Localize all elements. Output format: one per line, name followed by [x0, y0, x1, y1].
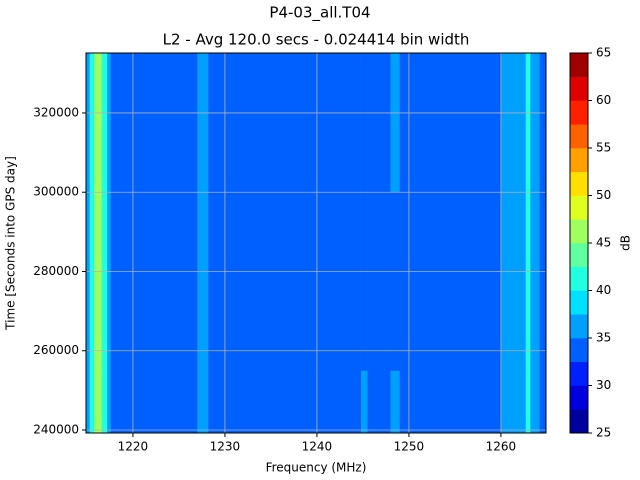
- heatmap-cell: [390, 370, 401, 434]
- heatmap-cell: [525, 192, 531, 371]
- heatmap-cell: [208, 192, 362, 371]
- heatmap-cell: [197, 53, 209, 193]
- heatmap-cell: [208, 53, 362, 193]
- heatmap-cell: [539, 53, 547, 193]
- colorbar-segment: [570, 361, 588, 386]
- heatmap-cell: [94, 53, 102, 193]
- heatmap-cell: [110, 370, 198, 434]
- heatmap-cell: [101, 53, 108, 193]
- colorbar-segment: [570, 100, 588, 125]
- heatmap-cell: [94, 370, 102, 434]
- heatmap-cell: [500, 192, 527, 371]
- colorbar-tick-label: 50: [596, 188, 611, 202]
- heatmap-cell: [530, 192, 540, 371]
- heatmap-cell: [367, 53, 391, 193]
- colorbar-tick-label: 25: [596, 426, 611, 440]
- heatmap-cell: [86, 192, 90, 371]
- heatmap-cell: [525, 370, 531, 434]
- heatmap-cell: [94, 192, 102, 371]
- y-tick-label: 300000: [33, 185, 79, 199]
- colorbar-segment: [570, 243, 588, 268]
- heatmap-cell: [500, 53, 527, 193]
- heatmap-cell: [86, 370, 90, 434]
- heatmap-cell: [539, 370, 547, 434]
- heatmap-cell: [110, 53, 198, 193]
- colorbar-segment: [570, 409, 588, 434]
- colorbar-tick-label: 40: [596, 283, 611, 297]
- colorbar-segment: [570, 148, 588, 173]
- heatmap-cell: [208, 370, 362, 434]
- colorbar-tick-label: 65: [596, 46, 611, 60]
- colorbar-tick-label: 35: [596, 331, 611, 345]
- heatmap-cell: [197, 370, 209, 434]
- x-tick-label: 1220: [118, 440, 149, 454]
- colorbar-segment: [570, 266, 588, 291]
- heatmap-cell: [530, 370, 540, 434]
- x-tick-label: 1260: [486, 440, 517, 454]
- colorbar-segment: [570, 124, 588, 149]
- heatmap-cell: [390, 192, 401, 371]
- heatmap-cell: [361, 370, 368, 434]
- x-axis-label: Frequency (MHz): [266, 461, 367, 475]
- colorbar-tick-label: 60: [596, 93, 611, 107]
- heatmap-cell: [101, 370, 108, 434]
- colorbar-segment: [570, 171, 588, 196]
- chart-subtitle: L2 - Avg 120.0 secs - 0.024414 bin width: [163, 31, 470, 49]
- heatmap-cell: [399, 370, 502, 434]
- colorbar-segment: [570, 290, 588, 315]
- heatmap-cell: [107, 370, 112, 434]
- heatmap-cell: [399, 192, 502, 371]
- heatmap-cell: [399, 53, 502, 193]
- colorbar-segment: [570, 76, 588, 101]
- heatmap-cell: [500, 370, 527, 434]
- colorbar-segment: [570, 53, 588, 78]
- colorbar-tick-label: 55: [596, 141, 611, 155]
- heatmap-cell: [539, 192, 547, 371]
- x-tick-label: 1230: [210, 440, 241, 454]
- heatmap-cell: [110, 192, 198, 371]
- heatmap-cell: [367, 370, 391, 434]
- heatmap-cell: [197, 192, 209, 371]
- plot-frame: [85, 52, 547, 434]
- y-axis-label: Time [Seconds into GPS day]: [4, 156, 18, 331]
- heatmap-cell: [107, 192, 112, 371]
- y-tick-label: 280000: [33, 264, 79, 278]
- colorbar-segment: [570, 219, 588, 244]
- y-tick-label: 260000: [33, 343, 79, 357]
- heatmap-cell: [390, 53, 401, 193]
- colorbar-label: dB: [619, 235, 633, 251]
- chart-title: P4-03_all.T04: [269, 4, 370, 23]
- heatmap-cell: [89, 370, 95, 434]
- heatmap-cell: [86, 53, 90, 193]
- heatmap-cell: [107, 53, 112, 193]
- colorbar-tick-label: 30: [596, 378, 611, 392]
- heatmap-cell: [89, 53, 95, 193]
- heatmap-cell: [361, 192, 368, 371]
- heatmap-cell: [101, 192, 108, 371]
- colorbar-segment: [570, 385, 588, 410]
- heatmap-cell: [89, 192, 95, 371]
- y-tick-label: 240000: [33, 422, 79, 436]
- colorbar-segment: [570, 338, 588, 363]
- colorbar-segment: [570, 195, 588, 220]
- y-tick-label: 320000: [33, 105, 79, 119]
- heatmap-cell: [361, 53, 368, 193]
- colorbar-segment: [570, 314, 588, 339]
- heatmap-cell: [525, 53, 531, 193]
- heatmap-cell: [530, 53, 540, 193]
- heatmap-cell: [367, 192, 391, 371]
- x-tick-label: 1240: [302, 440, 333, 454]
- colorbar-tick-label: 45: [596, 236, 611, 250]
- x-tick-label: 1250: [394, 440, 425, 454]
